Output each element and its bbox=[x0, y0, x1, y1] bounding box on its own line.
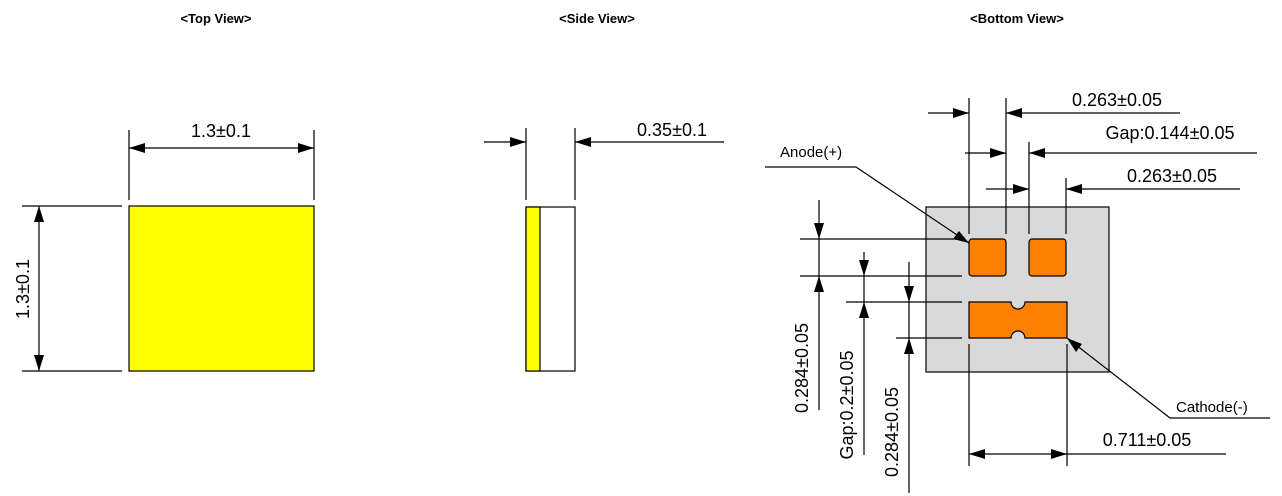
top-view-chip bbox=[128, 205, 315, 372]
cathode-width-dim: 0.711±0.05 bbox=[1103, 430, 1192, 450]
side-view-phosphor bbox=[525, 206, 541, 372]
anode-pad bbox=[968, 238, 1007, 277]
small-pad-right bbox=[1028, 238, 1067, 277]
side-thickness-dim: 0.35±0.1 bbox=[637, 120, 707, 140]
top-width-dim: 1.3±0.1 bbox=[191, 121, 251, 141]
vertical-gap-dim: Gap:0.2±0.05 bbox=[837, 351, 857, 460]
side-view: 0.35±0.1 bbox=[484, 120, 724, 372]
top-height-dim: 1.3±0.1 bbox=[13, 259, 33, 319]
pad-width-dim: 0.263±0.05 bbox=[1072, 90, 1162, 110]
bottom-view-heading: <Bottom View> bbox=[970, 11, 1064, 26]
top-view: 1.3±0.1 1.3±0.1 bbox=[13, 121, 315, 372]
anode-label: Anode(+) bbox=[780, 144, 842, 161]
bottom-view: 0.263±0.05 Gap:0.144±0.05 0.263±0.05 Ano… bbox=[765, 90, 1270, 493]
side-view-heading: <Side View> bbox=[559, 11, 635, 26]
cathode-height-dim: 0.284±0.05 bbox=[882, 387, 902, 477]
cathode-label: Cathode(-) bbox=[1176, 399, 1248, 416]
bottom-view-body bbox=[925, 206, 1110, 373]
top-view-heading: <Top View> bbox=[180, 11, 251, 26]
pad-width-dim-2: 0.263±0.05 bbox=[1127, 166, 1217, 186]
pad-gap-dim: Gap:0.144±0.05 bbox=[1106, 123, 1235, 143]
pad-height-dim: 0.284±0.05 bbox=[792, 323, 812, 413]
